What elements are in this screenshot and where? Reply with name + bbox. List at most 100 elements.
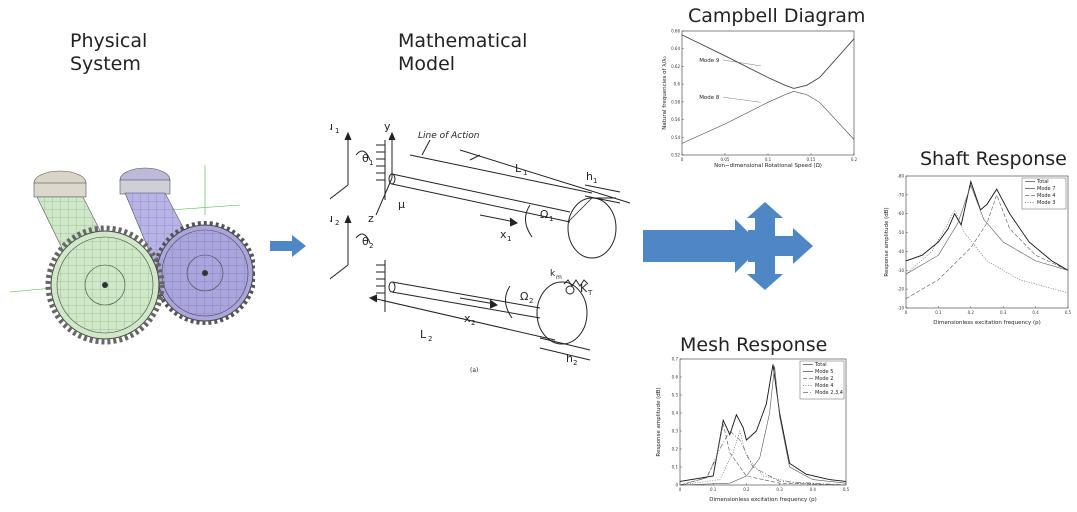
theta2-symbol: θ	[362, 235, 369, 248]
legend-label: Mode 2	[815, 376, 833, 382]
y-tick-label: 0.62	[671, 64, 680, 69]
plot-frame	[681, 30, 855, 156]
y-tick-label: 0.66	[671, 29, 680, 34]
km-symbol: k	[550, 269, 556, 279]
series-line	[681, 34, 855, 89]
gear-pair-illustration	[9, 165, 255, 345]
x-tick-label: 0.3	[1000, 310, 1007, 315]
figure-caption: (a)	[470, 367, 478, 374]
x-tick-label: 0.4	[810, 487, 817, 492]
physical-system-label: Physical System	[70, 30, 148, 75]
series-line	[679, 430, 847, 486]
mathematical-model-diagram: u 1 v 1 θ 1 u 2 v 2 θ 2 y z μ Line of Ac…	[330, 120, 631, 374]
y-axis-label: Natural frequencies of λ/λ₀	[662, 55, 668, 129]
h2-symbol: h	[566, 352, 573, 365]
shaft-response-chart: 0 0.1 0.2 0.3 0.4 0.5 -10 -20 -30 -40 -50 -60 -70 -80…	[884, 174, 1072, 327]
x2-symbol: x	[464, 312, 471, 325]
x-tick-label: 0.1	[935, 310, 942, 315]
x-tick-label: 0.2	[968, 310, 975, 315]
y-tick-label: 0	[675, 483, 678, 488]
legend-label: Mode 7	[1037, 186, 1055, 192]
x-tick-label: 0.1	[765, 157, 772, 162]
mu-symbol: μ	[398, 198, 405, 211]
L1-symbol: L	[515, 162, 522, 175]
x-tick-label: 0.5	[843, 487, 850, 492]
y-tick-label: -50	[897, 230, 904, 235]
svg-text:1: 1	[369, 159, 373, 167]
svg-text:1: 1	[523, 169, 527, 177]
x-tick-label: 0.2	[851, 157, 858, 162]
L2-symbol: L	[420, 328, 427, 341]
y-tick-label: 0.4	[672, 411, 679, 416]
Omega2-symbol: Ω	[520, 290, 528, 303]
series-line	[905, 194, 1069, 299]
y-tick-label: 0.1	[672, 465, 679, 470]
series-line	[679, 366, 847, 486]
svg-text:1: 1	[593, 177, 597, 185]
u2-symbol: u	[330, 212, 333, 225]
svg-text:1: 1	[507, 235, 511, 243]
legend-label: Total	[814, 362, 827, 368]
y-axis-symbol: y	[384, 120, 391, 133]
series-line	[905, 180, 1069, 271]
y-tick-label: 0.58	[671, 99, 680, 104]
legend-label: Mode 2,3,4	[815, 390, 843, 396]
y-tick-label: 0.5	[672, 393, 679, 398]
y-axis-label: Response amplitude (dB)	[884, 207, 890, 276]
four-way-arrow-icon	[643, 202, 813, 290]
series-line	[681, 91, 855, 144]
legend-box	[1021, 177, 1067, 210]
x-tick-label: 0.05	[721, 157, 730, 162]
campbell-diagram-title: Campbell Diagram	[688, 5, 866, 27]
y-tick-label: -20	[897, 287, 904, 292]
x-tick-label: 0.1	[710, 487, 717, 492]
y-tick-label: 0.6	[672, 375, 679, 380]
legend-label: Mode 5	[815, 369, 833, 375]
legend-label: Mode 4	[1037, 193, 1055, 199]
z-axis-symbol: z	[368, 212, 374, 225]
arrow-right-icon	[270, 235, 306, 257]
y-tick-label: -30	[897, 268, 904, 273]
x-tick-label: 0.5	[1065, 310, 1072, 315]
y-tick-label: 0.52	[671, 153, 680, 158]
y-tick-label: 0.3	[672, 429, 679, 434]
svg-text:2: 2	[335, 219, 339, 227]
x-tick-label: 0	[679, 487, 682, 492]
x1-symbol: x	[500, 228, 507, 241]
purple-gear	[119, 167, 255, 325]
x-axis-label: Non−dimensional Rotational Speed (Ω)	[714, 163, 822, 169]
line-of-action-label: Line of Action	[418, 131, 480, 141]
mesh-response-title: Mesh Response	[680, 334, 828, 356]
x-tick-label: 0.4	[1032, 310, 1039, 315]
annotation-label: Mode 8	[699, 95, 720, 101]
series-line	[905, 184, 1069, 275]
svg-text:2: 2	[573, 359, 577, 367]
svg-text:1: 1	[549, 215, 553, 223]
legend-label: Total	[1036, 179, 1049, 185]
legend-label: Mode 4	[815, 383, 833, 389]
Omega1-symbol: Ω	[540, 208, 548, 221]
theta1-symbol: θ	[362, 152, 369, 165]
annotation-label: Mode 9	[699, 58, 720, 64]
y-tick-label: -70	[897, 192, 904, 197]
y-tick-label: 0.7	[672, 357, 679, 362]
svg-text:2: 2	[471, 319, 475, 327]
svg-text:T: T	[587, 289, 593, 297]
series-line	[679, 364, 847, 482]
y-tick-label: -40	[897, 249, 904, 254]
campbell-diagram-chart: 0 0.05 0.1 0.15 0.2 0.52 0.54 0.56 0.58 0.6 0.62 0.…	[662, 29, 858, 170]
shaft-response-title: Shaft Response	[920, 148, 1067, 170]
y-axis-label: Response amplitude (dB)	[656, 387, 662, 456]
u1-symbol: u	[330, 120, 333, 133]
x-tick-label: 0.15	[807, 157, 816, 162]
x-tick-label: 0	[905, 310, 908, 315]
x-tick-label: 0	[681, 157, 684, 162]
y-tick-label: -80	[897, 174, 904, 179]
KT-symbol: K	[580, 282, 588, 295]
y-tick-label: 0.2	[672, 447, 679, 452]
svg-text:2: 2	[369, 242, 373, 250]
green-gear	[33, 170, 165, 345]
svg-text:2: 2	[428, 335, 432, 343]
x-axis-label: Dimensionless excitation frequency (p)	[709, 497, 817, 503]
y-tick-label: 0.64	[671, 46, 680, 51]
